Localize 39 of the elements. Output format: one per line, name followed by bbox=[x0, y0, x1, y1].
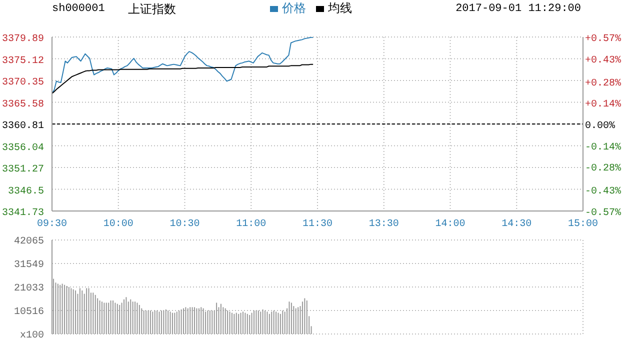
y2-tick-label: -0.28% bbox=[585, 164, 622, 175]
x-tick-label: 10:00 bbox=[103, 219, 134, 230]
x-tick-label: 11:00 bbox=[236, 219, 266, 230]
x-tick-label: 11:30 bbox=[302, 219, 333, 230]
y-tick-label: 3375.12 bbox=[2, 56, 44, 67]
legend-label: 均线 bbox=[328, 1, 352, 15]
y2-tick-label: -0.14% bbox=[585, 142, 622, 154]
x-tick-label: 15:00 bbox=[568, 219, 598, 230]
y2-tick-label: +0.14% bbox=[585, 100, 622, 111]
y-tick-label: 3360.81 bbox=[2, 121, 44, 132]
y2-tick-label: +0.43% bbox=[585, 55, 622, 66]
line-series bbox=[52, 64, 314, 94]
y-tick-label: 21033 bbox=[14, 284, 44, 295]
y2-tick-label: +0.28% bbox=[585, 78, 622, 90]
x-tick-label: 13:30 bbox=[368, 219, 399, 230]
y-tick-label: 3379.89 bbox=[2, 34, 44, 45]
legend-label: 价格 bbox=[282, 1, 306, 15]
y-tick-label: 3351.27 bbox=[2, 164, 44, 176]
y-tick-label: 3341.73 bbox=[2, 208, 44, 219]
y2-tick-label: +0.57% bbox=[585, 34, 622, 45]
y-tick-label: 3365.58 bbox=[2, 99, 44, 110]
y-tick-label: 10516 bbox=[14, 307, 44, 318]
y-tick-label: x100 bbox=[20, 330, 44, 342]
chart-subtitle: sh000001 bbox=[52, 3, 105, 15]
y2-tick-label: 0.00% bbox=[585, 121, 616, 132]
y-tick-label: 3356.04 bbox=[2, 142, 44, 154]
y2-tick-label: -0.43% bbox=[585, 186, 622, 198]
y-tick-label: 3370.35 bbox=[2, 78, 44, 88]
y-tick-label: 3346.5 bbox=[8, 186, 44, 198]
x-tick-label: 14:30 bbox=[502, 219, 532, 230]
x-tick-label: 14:00 bbox=[435, 219, 466, 230]
chart-title: 上证指数 bbox=[128, 1, 176, 18]
y-tick-label: 31549 bbox=[14, 260, 44, 272]
y-tick-label: 42065 bbox=[14, 236, 44, 248]
y2-tick-label: -0.57% bbox=[585, 208, 622, 219]
x-tick-label: 10:30 bbox=[170, 219, 200, 230]
text: 2017-09-01 11:29:00 bbox=[456, 3, 581, 15]
x-tick-label: 09:30 bbox=[36, 219, 68, 230]
line-series bbox=[52, 37, 314, 94]
